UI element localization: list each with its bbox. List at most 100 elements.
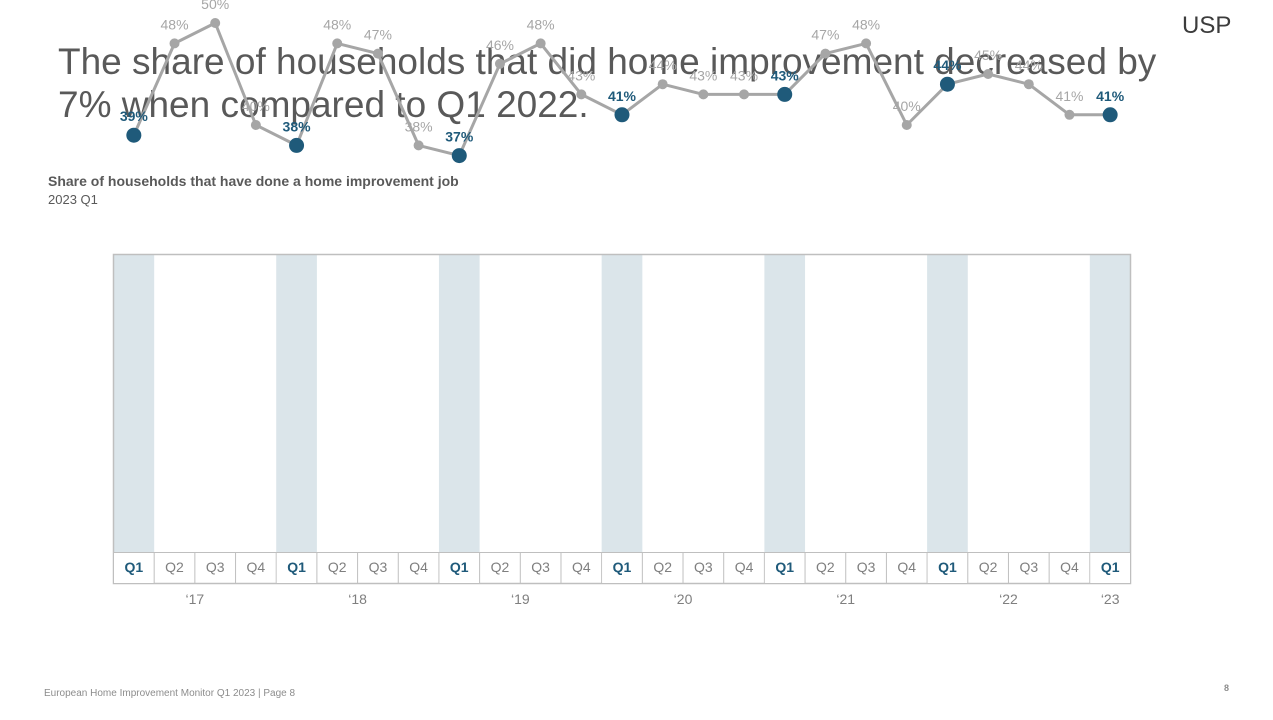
x-tick-label: Q3	[206, 559, 225, 575]
data-point	[372, 48, 383, 59]
data-label: 43%	[689, 67, 717, 83]
axis-cell-bg	[276, 553, 317, 583]
data-point	[169, 38, 180, 49]
data-point	[494, 58, 505, 69]
q1-highlight-band	[438, 254, 480, 553]
year-label: ‘17	[186, 591, 205, 607]
data-point	[451, 148, 467, 164]
q1-highlight-band	[764, 254, 806, 553]
data-label: 48%	[323, 16, 351, 32]
data-label: 46%	[486, 37, 514, 53]
x-tick-label: Q4	[572, 559, 591, 575]
data-label: 50%	[201, 0, 229, 12]
x-tick-label: Q2	[491, 559, 510, 575]
x-tick-label: Q1	[775, 559, 794, 575]
x-tick-label: Q3	[694, 559, 713, 575]
axis-cell-bg	[114, 553, 154, 583]
data-label: 45%	[974, 47, 1002, 63]
x-tick-label: Q3	[1019, 559, 1038, 575]
x-tick-label: Q4	[247, 559, 266, 575]
year-label: ‘19	[511, 591, 530, 607]
data-point	[1102, 107, 1118, 123]
data-label: 48%	[852, 16, 880, 32]
q1-highlight-band	[1089, 254, 1131, 553]
chart-title: Share of households that have done a hom…	[48, 173, 459, 189]
data-point	[698, 89, 709, 100]
data-point	[413, 140, 424, 151]
q1-highlight-band	[927, 254, 968, 553]
data-label: 40%	[893, 98, 921, 114]
x-tick-label: Q1	[1101, 559, 1120, 575]
data-point	[614, 107, 630, 123]
q1-highlight-band	[113, 254, 155, 553]
data-point	[576, 89, 587, 100]
plot-frame	[112, 253, 1132, 585]
data-label: 39%	[120, 108, 149, 124]
data-label: 41%	[1055, 88, 1083, 104]
data-point	[332, 38, 343, 49]
axis-cell-bg	[764, 553, 805, 583]
axis-cell-bg	[1090, 553, 1130, 583]
year-label: ‘21	[836, 591, 855, 607]
axis-cell-bg	[602, 553, 642, 583]
data-label: 44%	[933, 57, 962, 73]
data-point	[983, 69, 994, 79]
x-tick-label: Q3	[857, 559, 876, 575]
data-label: 38%	[283, 118, 312, 134]
year-label: ‘18	[348, 591, 367, 607]
x-tick-label: Q1	[124, 559, 143, 575]
data-label: 43%	[771, 67, 800, 83]
data-point	[1064, 109, 1075, 120]
data-point	[535, 38, 546, 49]
data-point	[861, 38, 872, 49]
data-point	[777, 86, 793, 102]
data-point	[901, 120, 912, 130]
data-point	[820, 48, 831, 59]
x-tick-label: Q4	[897, 559, 916, 575]
x-tick-label: Q2	[979, 559, 998, 575]
x-tick-label: Q2	[328, 559, 347, 575]
axis-cell-bg	[439, 553, 480, 583]
year-label: ‘22	[999, 591, 1018, 607]
data-label: 41%	[1096, 88, 1125, 104]
q1-highlight-band	[601, 254, 643, 553]
chart-subtitle: 2023 Q1	[48, 192, 98, 207]
year-label: ‘20	[674, 591, 693, 607]
data-label: 47%	[811, 27, 839, 43]
data-point	[126, 127, 142, 143]
x-tick-label: Q4	[735, 559, 754, 575]
usp-logo: USP	[1182, 12, 1232, 39]
data-point	[289, 137, 305, 153]
x-tick-label: Q1	[938, 559, 957, 575]
x-tick-label: Q1	[287, 559, 306, 575]
data-label: 43%	[567, 67, 595, 83]
data-point	[1023, 79, 1034, 90]
data-point	[250, 120, 261, 130]
x-tick-label: Q1	[450, 559, 469, 575]
x-tick-label: Q3	[531, 559, 550, 575]
axis-cell-bg	[927, 553, 968, 583]
x-tick-label: Q4	[409, 559, 428, 575]
data-label: 44%	[649, 57, 677, 73]
year-label: ‘23	[1101, 591, 1120, 607]
data-point	[939, 76, 955, 92]
footer-text: European Home Improvement Monitor Q1 202…	[44, 688, 296, 699]
page-number: 8	[1224, 683, 1230, 693]
data-label: 41%	[608, 88, 637, 104]
data-label: 38%	[405, 118, 433, 134]
data-point	[657, 79, 668, 90]
data-label: 40%	[242, 98, 270, 114]
data-label: 47%	[364, 27, 392, 43]
x-tick-label: Q1	[613, 559, 632, 575]
x-tick-label: Q3	[369, 559, 388, 575]
data-label: 48%	[161, 16, 189, 32]
data-point	[210, 18, 221, 28]
x-tick-label: Q2	[653, 559, 672, 575]
data-label: 48%	[527, 16, 555, 32]
data-point	[739, 89, 750, 100]
data-label: 44%	[1015, 57, 1043, 73]
data-label: 37%	[445, 129, 474, 145]
x-tick-label: Q2	[816, 559, 835, 575]
